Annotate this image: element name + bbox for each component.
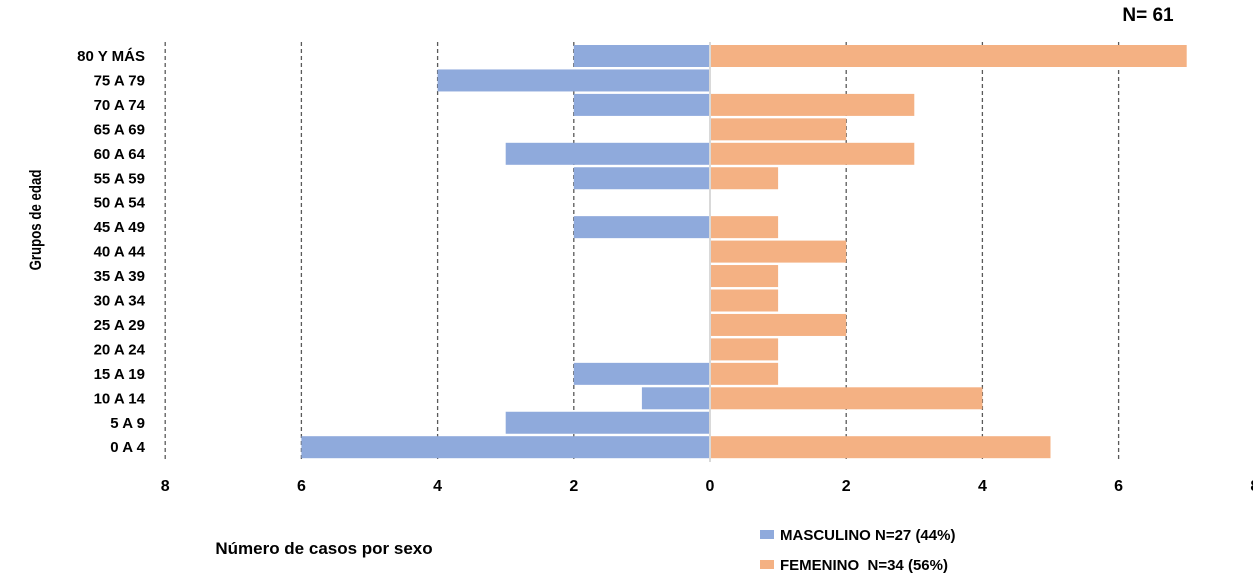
- bar-masculino: [573, 362, 710, 385]
- x-tick-label: 8: [1250, 478, 1253, 495]
- bar-masculino: [301, 436, 710, 459]
- bar-masculino: [505, 142, 710, 165]
- bar-masculino: [505, 411, 710, 434]
- y-tick-label: 35 A 39: [94, 268, 145, 285]
- x-tick-label: 8: [161, 478, 170, 495]
- bar-femenino: [710, 142, 915, 165]
- y-tick-label: 40 A 44: [94, 244, 146, 261]
- legend-swatch-masculino: [760, 530, 774, 539]
- y-tick-label: 10 A 14: [94, 390, 146, 407]
- x-tick-label: 2: [842, 478, 851, 495]
- y-tick-label: 45 A 49: [94, 219, 145, 236]
- y-tick-label: 25 A 29: [94, 317, 145, 334]
- bar-femenino: [710, 45, 1187, 67]
- total-annotation: N= 61: [1122, 5, 1174, 26]
- y-tick-label: 55 A 59: [94, 170, 145, 187]
- bar-masculino: [437, 69, 710, 92]
- y-tick-label: 75 A 79: [94, 72, 145, 89]
- x-tick-label: 4: [433, 478, 442, 495]
- y-axis-title: Grupos de edad: [27, 170, 46, 271]
- y-tick-label: 0 A 4: [110, 439, 145, 456]
- y-tick-label: 65 A 69: [94, 121, 145, 138]
- bar-femenino: [710, 240, 847, 263]
- bar-masculino: [573, 45, 710, 67]
- x-tick-label: 4: [978, 478, 987, 495]
- bar-masculino: [573, 216, 710, 239]
- y-tick-label: 5 A 9: [110, 415, 145, 432]
- x-tick-label: 2: [569, 478, 578, 495]
- bar-femenino: [710, 362, 779, 385]
- legend-swatch-femenino: [760, 560, 774, 569]
- axes: 8 6 4 2 0 2 4 6 8 80 Y MÁS 75 A 79 70 A 74 65 A 69 60…: [77, 42, 1253, 495]
- bar-femenino: [710, 313, 847, 336]
- bar-femenino: [710, 436, 1051, 459]
- x-axis-title: Número de casos por sexo: [215, 539, 432, 558]
- bar-femenino: [710, 387, 983, 410]
- y-tick-label: 70 A 74: [94, 97, 146, 114]
- bar-masculino: [573, 167, 710, 190]
- legend-label-femenino: FEMENINO N=34 (56%): [780, 557, 948, 574]
- bars: [301, 45, 1187, 459]
- bar-femenino: [710, 265, 779, 288]
- y-tick-label: 60 A 64: [94, 146, 146, 163]
- x-tick-label: 0: [706, 478, 715, 495]
- x-tick-label: 6: [297, 478, 306, 495]
- bar-masculino: [573, 93, 710, 116]
- bar-femenino: [710, 216, 779, 239]
- y-tick-label: 50 A 54: [94, 195, 146, 212]
- y-tick-label: 30 A 34: [94, 293, 146, 310]
- bar-femenino: [710, 289, 779, 312]
- bar-femenino: [710, 93, 915, 116]
- bar-femenino: [710, 167, 779, 190]
- x-tick-label: 6: [1114, 478, 1123, 495]
- legend-label-masculino: MASCULINO N=27 (44%): [780, 527, 955, 544]
- bar-masculino: [641, 387, 710, 410]
- bar-femenino: [710, 118, 847, 141]
- legend: MASCULINO N=27 (44%) FEMENINO N=34 (56%): [760, 527, 955, 574]
- y-tick-label: 80 Y MÁS: [77, 48, 145, 65]
- y-tick-label: 15 A 19: [94, 366, 145, 383]
- y-tick-label: 20 A 24: [94, 341, 146, 358]
- bar-femenino: [710, 338, 779, 361]
